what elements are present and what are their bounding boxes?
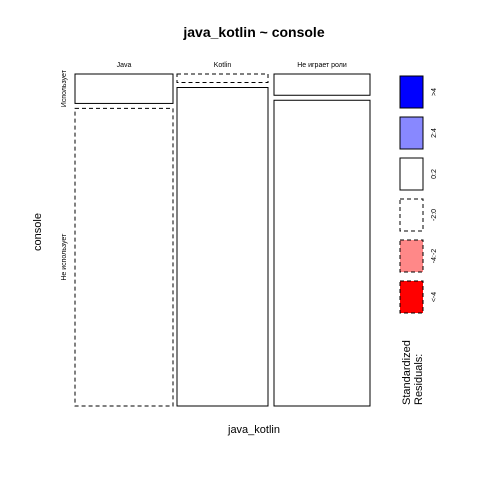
legend: >4 2:4 0:2 -2:0 -4:-2 <-4 [399, 75, 438, 314]
mosaic-cell [74, 107, 174, 407]
column-label: Не играет роли [297, 62, 347, 69]
column-labels: Java Kotlin Не играет роли [117, 62, 347, 69]
row-label: Не использует [61, 233, 68, 281]
mosaic-cell [273, 73, 371, 96]
mosaic-cell [176, 87, 269, 407]
legend-swatch [399, 239, 424, 273]
legend-swatch [399, 157, 424, 191]
legend-title-line2: Residuals: [413, 354, 425, 405]
legend-label: -2:0 [431, 209, 438, 221]
legend-label: >4 [431, 88, 438, 96]
x-axis-title: java_kotlin [227, 424, 280, 436]
legend-label: 2:4 [431, 128, 438, 138]
legend-title-line1: Standardized [401, 340, 413, 405]
mosaic-cell [273, 99, 371, 407]
y-axis-title: console [32, 213, 44, 251]
column-label: Java [117, 62, 132, 69]
mosaic-cell [74, 73, 174, 104]
legend-swatch [399, 116, 424, 150]
legend-swatch [399, 198, 424, 232]
mosaic-cells [74, 73, 371, 407]
legend-label: <-4 [431, 292, 438, 302]
legend-label: 0:2 [431, 169, 438, 179]
column-label: Kotlin [214, 62, 232, 69]
chart-title: java_kotlin ~ console [182, 24, 324, 40]
mosaic-cell [176, 73, 269, 84]
legend-label: -4:-2 [431, 249, 438, 264]
legend-swatch [399, 280, 424, 314]
legend-swatch [399, 75, 424, 109]
row-label: Использует [61, 69, 68, 107]
row-labels: Использует Не использует [61, 69, 68, 280]
